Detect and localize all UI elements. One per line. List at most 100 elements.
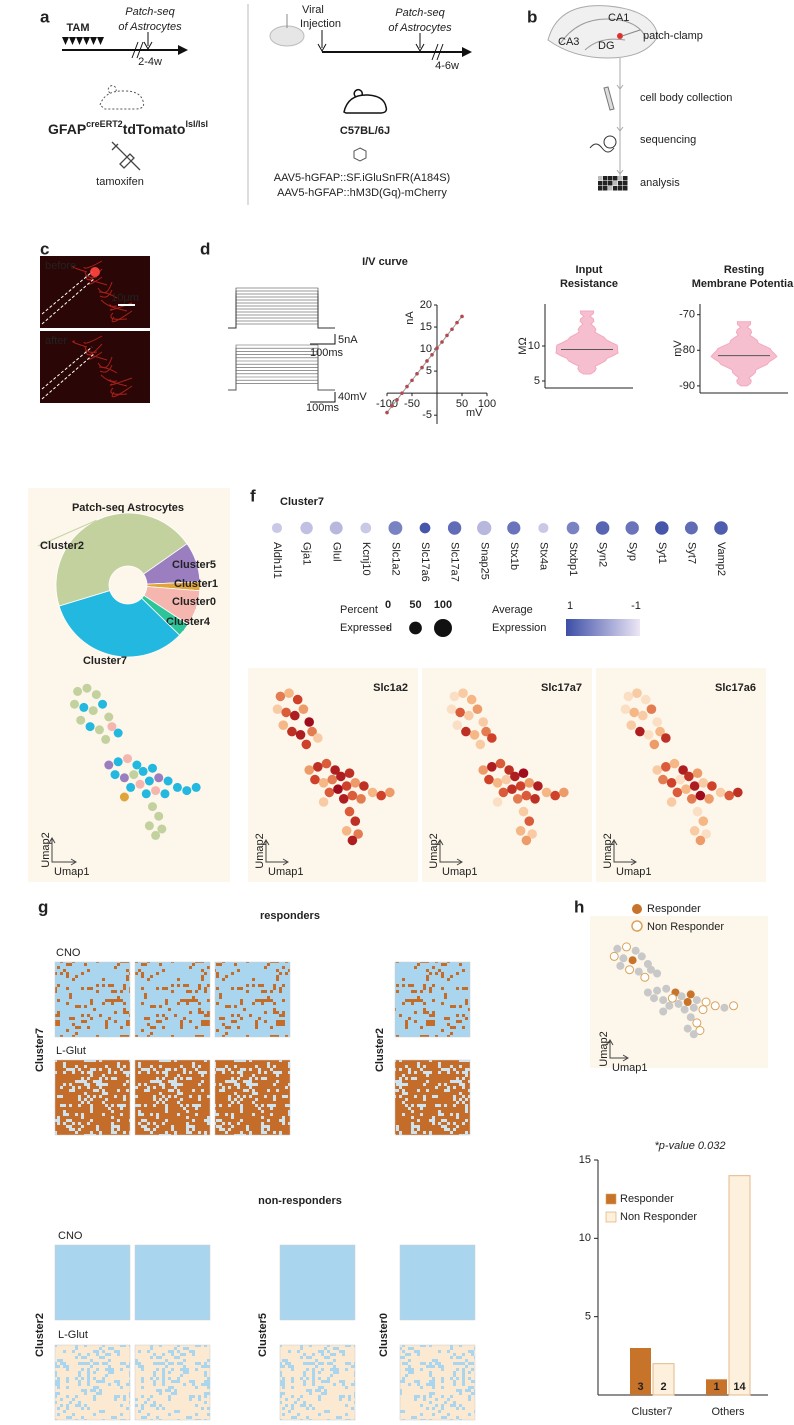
pie-slice [58,590,181,658]
umap-point [138,766,148,776]
umap-axes [439,840,462,863]
arrow-head [262,839,289,866]
current-trace [228,314,335,329]
umap-point [507,784,517,794]
umap-point [147,802,157,812]
umap-point [495,758,506,769]
dot [447,521,462,535]
umap-point [524,778,535,788]
umap-point [154,811,164,821]
umap-point [487,762,497,772]
dot [271,522,283,534]
umap-point [653,986,662,995]
label: patch-clamp [643,30,703,42]
umap-point [455,707,465,718]
iv-point [410,378,414,383]
tam-dose [83,37,90,45]
arrow-head [606,1039,629,1062]
gene-label: Slc1a2 [389,542,401,576]
legend-dot [434,619,452,637]
label: CNO [58,1230,83,1242]
umap-point [157,824,167,834]
genotype-part: lsl/lsl [185,119,208,129]
umap-point [376,790,387,801]
bar [706,1379,727,1395]
umap-point [98,699,108,709]
gene-label: Gja1 [301,542,313,565]
process [97,356,113,369]
umap-point [512,794,523,804]
umap-point [715,787,726,798]
genotype-part: GFAP [48,121,86,137]
dot [595,521,610,535]
label: DG [598,40,615,52]
gene-label: Syt1 [656,542,668,564]
cluster-label: Cluster2 [374,1028,386,1072]
umap-point [681,784,691,794]
label: TAM [66,22,89,34]
umap-point [698,816,709,826]
umap-point [646,704,657,714]
dot [419,522,431,534]
arrow-head [143,41,153,51]
pipette-outline [41,346,93,390]
umap-point [313,762,323,772]
matrix-icon [623,181,628,186]
umap-point [147,763,157,773]
umap-point [446,704,457,714]
label: sequencing [640,134,696,146]
leader-line [171,583,201,587]
gene-label: Slc17a7 [449,542,461,582]
iv-point [435,346,439,350]
tam-dose [62,37,69,45]
umap-point [692,1018,702,1028]
umap-point [666,778,677,788]
umap-point [113,757,123,767]
umap-point [524,816,535,826]
x-tick-label: Others [711,1406,745,1418]
cluster-label: Cluster0 [378,1313,390,1357]
matrix-icon [608,186,613,191]
umap-point [659,996,668,1005]
mouse-icon [99,85,145,110]
label: 40mV [338,391,367,403]
umap-point [680,1005,689,1014]
legend-title: Percent [340,604,378,616]
process [83,260,103,269]
matrix-icon [618,176,623,181]
umap-point [643,988,652,997]
umap-point [669,758,680,769]
heatmap [214,1059,291,1136]
umap-point [729,1001,739,1011]
gene-label: Aldh1l1 [271,542,283,579]
umap-point [620,704,631,714]
pipette-outline [41,271,93,315]
legend-title: Expressed [340,622,392,634]
label: L-Glut [56,1045,86,1057]
umap-point [163,776,173,786]
dna-icon [589,143,615,153]
umap-point [347,790,358,801]
label: AAV5-hGFAP::hM3D(Gq)-mCherry [277,187,447,199]
process [98,291,118,299]
arrow-head [462,47,472,57]
chart-title: Input [576,264,603,276]
umap-point [304,765,315,775]
umap-point [478,765,489,775]
gene-label: Stx4a [537,542,549,571]
umap-point [79,702,89,712]
umap-point [313,733,323,743]
legend-marker [631,920,643,932]
umap-point [498,787,509,798]
umap-point [640,694,651,705]
y-tick-label: -5 [422,409,432,421]
umap-point [652,717,662,727]
x-tick-label: 100 [478,398,496,410]
legend-dot [409,621,422,635]
umap-point [191,782,201,792]
matrix-icon [603,186,608,191]
heatmap [279,1244,356,1321]
y-tick-label: 5 [426,365,432,377]
umap-point [689,1030,698,1039]
iv-point [415,371,419,376]
